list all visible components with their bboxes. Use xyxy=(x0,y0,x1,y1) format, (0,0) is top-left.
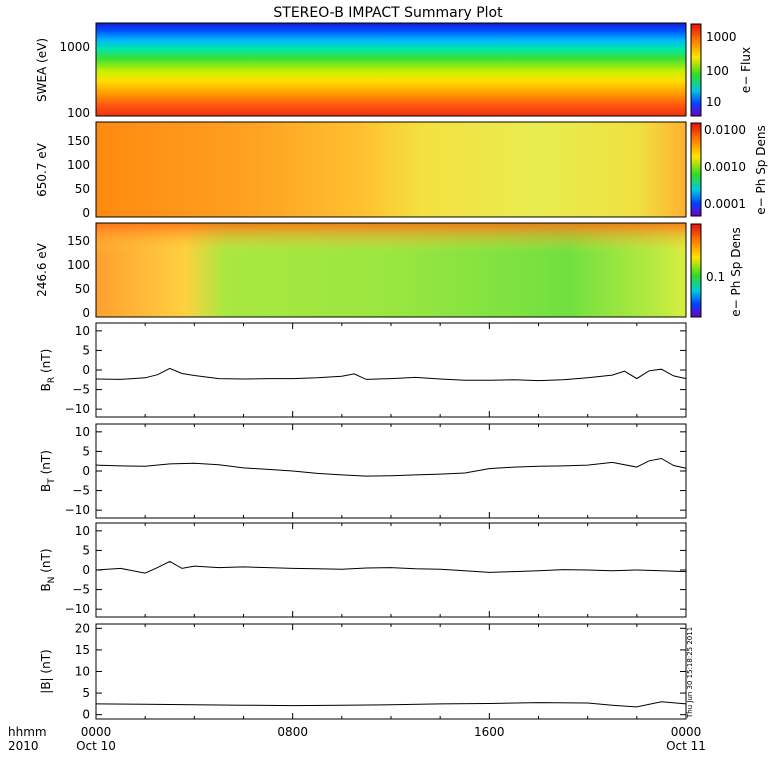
p246-ytick-150: 150 xyxy=(67,234,90,248)
swea-ylabel: SWEA (eV) xyxy=(35,38,49,102)
ytick-label: 5 xyxy=(82,444,90,458)
p650-colorbar xyxy=(690,122,702,217)
line-panel-1: 10 5 0 −5 −10 BT (nT) xyxy=(39,423,687,519)
p650-frame xyxy=(95,121,687,218)
line-panel-2: 10 5 0 −5 −10 BN (nT) xyxy=(39,522,687,618)
line-panel-ylabel: BT (nT) xyxy=(39,450,57,492)
swea-cbar-tick-10: 10 xyxy=(706,95,721,109)
ytick-label: 0 xyxy=(82,363,90,377)
time-tick-3-top: 0000 xyxy=(671,725,702,739)
series-line xyxy=(95,367,687,382)
generation-timestamp: Thu Jun 30 15:18:25 2011 xyxy=(686,627,694,719)
line-panel-frame xyxy=(95,322,687,418)
p650-ytick-50: 50 xyxy=(75,182,90,196)
panel-246eV: 150 100 50 0 246.6 eV 0.1 e− Ph Sp Dens xyxy=(35,222,743,320)
p650-ytick-100: 100 xyxy=(67,158,90,172)
time-tick-1-top: 0800 xyxy=(277,725,308,739)
swea-colorbar xyxy=(690,23,702,117)
ytick-label: 20 xyxy=(75,621,90,635)
ytick-label: −5 xyxy=(72,484,90,498)
p650-cbar-tick-1: 0.0010 xyxy=(704,160,746,174)
line-panels: 10 5 0 −5 −10 BR (nT) 10 5 0 −5 −10 BT (nT) 10 5 0 −5 −1… xyxy=(39,322,687,722)
time-axis: hhmm 2010 0000 Oct 10 0800 1600 0000 Oct… xyxy=(8,725,706,753)
series-line xyxy=(95,701,687,708)
p650-cbar-label: e− Ph Sp Dens xyxy=(754,125,768,214)
time-tick-3-bottom: Oct 11 xyxy=(666,739,706,753)
ytick-label: −10 xyxy=(65,602,90,616)
panel-swea: 1000 100 SWEA (eV) 1000 100 10 e− Flux xyxy=(35,22,753,120)
figure-title: STEREO-B IMPACT Summary Plot xyxy=(273,5,503,21)
line-panel-frame xyxy=(95,423,687,519)
p246-colorbar xyxy=(690,223,702,318)
swea-frame xyxy=(95,22,687,117)
ytick-label: 10 xyxy=(75,324,90,338)
time-tick-0-bottom: Oct 10 xyxy=(76,739,116,753)
ytick-label: 5 xyxy=(82,343,90,357)
time-tick-2-top: 1600 xyxy=(474,725,505,739)
p246-ytick-100: 100 xyxy=(67,258,90,272)
ytick-label: 5 xyxy=(82,543,90,557)
p246-frame xyxy=(95,222,687,318)
p246-cbar-tick-0: 0.1 xyxy=(706,270,725,284)
p650-cbar-tick-0: 0.0100 xyxy=(704,123,746,137)
line-panel-0: 10 5 0 −5 −10 BR (nT) xyxy=(39,322,687,418)
time-tick-0-top: 0000 xyxy=(81,725,112,739)
series-line xyxy=(95,457,687,477)
p246-cbar-label: e− Ph Sp Dens xyxy=(729,227,743,316)
ytick-label: 5 xyxy=(82,686,90,700)
ytick-label: 0 xyxy=(82,464,90,478)
line-panel-3: 20 15 10 5 0 |B| (nT) xyxy=(39,621,687,722)
swea-cbar-tick-100: 100 xyxy=(706,64,729,78)
ytick-label: 10 xyxy=(75,665,90,679)
swea-cbar-tick-1000: 1000 xyxy=(706,30,737,44)
p246-top-band xyxy=(96,223,686,253)
time-header-bottom: 2010 xyxy=(8,739,39,753)
swea-heatmap xyxy=(96,23,686,116)
p650-ylabel: 650.7 eV xyxy=(35,142,49,197)
ytick-label: 15 xyxy=(75,643,90,657)
p650-ytick-0: 0 xyxy=(82,206,90,220)
p246-ytick-50: 50 xyxy=(75,282,90,296)
ytick-label: −5 xyxy=(72,383,90,397)
series-line xyxy=(95,560,687,574)
swea-ytick-100: 100 xyxy=(67,106,90,120)
p246-ytick-0: 0 xyxy=(82,306,90,320)
line-panel-ylabel: BN (nT) xyxy=(39,548,57,591)
panel-650eV: 150 100 50 0 650.7 eV 0.0100 0.0010 0.00… xyxy=(35,121,768,220)
ytick-label: 0 xyxy=(82,563,90,577)
ytick-label: 0 xyxy=(82,708,90,722)
p650-heatmap xyxy=(96,122,686,217)
p246-ylabel: 246.6 eV xyxy=(35,242,49,297)
p650-cbar-tick-2: 0.0001 xyxy=(704,197,746,211)
ytick-label: 10 xyxy=(75,425,90,439)
ytick-label: −10 xyxy=(65,402,90,416)
ytick-label: 10 xyxy=(75,524,90,538)
line-panel-ylabel: BR (nT) xyxy=(39,349,57,392)
time-header-top: hhmm xyxy=(8,725,47,739)
swea-ytick-1000: 1000 xyxy=(59,40,90,54)
ytick-label: −5 xyxy=(72,583,90,597)
ytick-label: −10 xyxy=(65,503,90,517)
swea-cbar-label: e− Flux xyxy=(739,47,753,93)
p650-ytick-150: 150 xyxy=(67,134,90,148)
line-panel-ylabel: |B| (nT) xyxy=(39,649,53,693)
